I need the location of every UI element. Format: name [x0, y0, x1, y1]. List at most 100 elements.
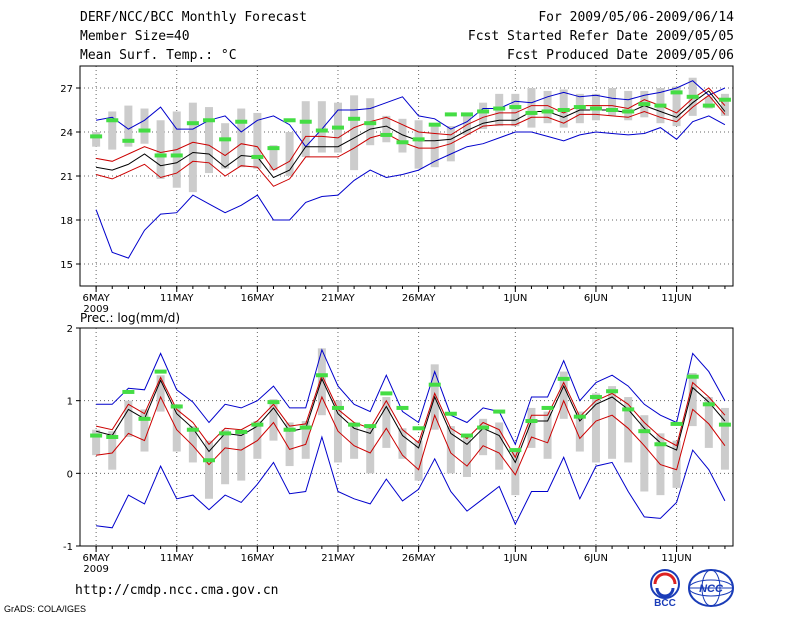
- bcc-logo-text: BCC: [654, 598, 676, 608]
- observed-mark: [106, 435, 119, 439]
- y-tick-label: -1: [63, 542, 73, 553]
- series-line-min: [95, 115, 726, 259]
- observed-mark: [90, 433, 103, 438]
- observed-mark: [267, 400, 280, 405]
- variable-label: Mean Surf. Temp.: °C: [80, 48, 237, 63]
- observed-mark: [525, 110, 538, 115]
- grads-credit: GrADS: COLA/IGES: [4, 604, 87, 614]
- observed-mark: [138, 128, 151, 133]
- ensemble-box: [253, 112, 262, 169]
- ensemble-box: [366, 426, 375, 474]
- observed-mark: [573, 414, 586, 419]
- y-tick-label: 2: [67, 324, 73, 335]
- forecast-produced-date: Fcst Produced Date 2009/05/06: [507, 48, 734, 63]
- ensemble-box: [156, 375, 165, 412]
- observed-mark: [477, 109, 490, 114]
- observed-mark: [460, 433, 473, 438]
- observed-mark: [348, 422, 361, 427]
- observed-mark: [525, 419, 538, 424]
- observed-mark: [670, 90, 683, 95]
- ensemble-box: [317, 101, 326, 153]
- ensemble-box: [188, 426, 197, 463]
- ensemble-box: [479, 418, 488, 456]
- ensemble-box: [204, 107, 213, 174]
- ncc-logo-text: NCC: [699, 583, 724, 595]
- observed-mark: [686, 94, 699, 99]
- observed-mark: [654, 442, 667, 447]
- ensemble-box: [527, 88, 536, 128]
- source-url[interactable]: http://cmdp.ncc.cma.gov.cn: [75, 583, 279, 598]
- observed-mark: [170, 404, 183, 409]
- observed-mark: [493, 106, 506, 111]
- ensemble-box: [720, 407, 729, 470]
- observed-mark: [412, 137, 425, 142]
- observed-mark: [686, 374, 699, 379]
- observed-mark: [186, 427, 199, 432]
- ensemble-box: [269, 399, 278, 441]
- y-tick-label: 15: [60, 260, 73, 271]
- observed-mark: [154, 153, 167, 158]
- observed-mark: [380, 391, 393, 396]
- observed-mark: [219, 431, 232, 436]
- ensemble-box: [414, 440, 423, 481]
- x-tick-label: 6JUN: [584, 293, 608, 304]
- ensemble-box: [624, 90, 633, 121]
- x-tick-label: 21MAY: [321, 553, 355, 564]
- y-tick-label: 1: [67, 397, 73, 408]
- observed-mark: [718, 97, 731, 102]
- ensemble-box: [221, 123, 230, 169]
- observed-mark: [251, 422, 264, 427]
- observed-mark: [622, 407, 635, 412]
- x-tick-label: 11JUN: [661, 293, 691, 304]
- observed-mark: [606, 389, 619, 394]
- ensemble-box: [92, 429, 101, 456]
- ensemble-box: [237, 108, 246, 168]
- x-tick-label: 6MAY: [83, 293, 111, 304]
- ensemble-box: [575, 411, 584, 452]
- observed-mark: [396, 405, 409, 410]
- x-tick-year: 2009: [83, 304, 108, 315]
- observed-mark: [331, 125, 344, 130]
- observed-mark: [589, 395, 602, 400]
- ensemble-box: [204, 440, 213, 499]
- series-line-mean: [95, 377, 726, 464]
- y-tick-label: 18: [60, 216, 73, 227]
- observed-mark: [122, 389, 135, 394]
- x-tick-label: 21MAY: [321, 293, 355, 304]
- observed-mark: [557, 108, 570, 112]
- ensemble-box: [140, 409, 149, 452]
- series-line-spread: [96, 395, 726, 476]
- ensemble-box: [382, 397, 391, 448]
- ensemble-box: [688, 373, 697, 427]
- observed-mark: [428, 122, 441, 127]
- x-tick-label: 11MAY: [160, 553, 194, 564]
- x-tick-label: 26MAY: [402, 293, 436, 304]
- observed-mark: [589, 106, 602, 111]
- x-tick-label: 26MAY: [402, 553, 436, 564]
- forecast-start-date: Fcst Started Refer Date 2009/05/05: [467, 29, 734, 44]
- y-tick-label: 24: [60, 128, 73, 139]
- ensemble-box: [672, 86, 681, 127]
- observed-mark: [493, 409, 506, 414]
- observed-mark: [331, 405, 344, 410]
- ensemble-box: [720, 93, 729, 116]
- ensemble-box: [124, 400, 133, 437]
- observed-mark: [251, 154, 264, 159]
- ensemble-box: [704, 397, 713, 448]
- observed-mark: [509, 105, 522, 110]
- observed-mark: [235, 119, 248, 124]
- observed-mark: [573, 105, 586, 110]
- ensemble-box: [301, 421, 310, 459]
- observed-mark: [90, 134, 103, 139]
- ensemble-box: [479, 102, 488, 130]
- ensemble-box: [108, 431, 117, 470]
- ensemble-box: [285, 422, 294, 467]
- observed-mark: [138, 416, 151, 421]
- observed-mark: [670, 421, 683, 426]
- observed-mark: [638, 429, 651, 434]
- observed-mark: [428, 382, 441, 387]
- prec-panel-label: Prec.: log(mm/d): [80, 311, 180, 325]
- x-tick-label: 11JUN: [661, 553, 691, 564]
